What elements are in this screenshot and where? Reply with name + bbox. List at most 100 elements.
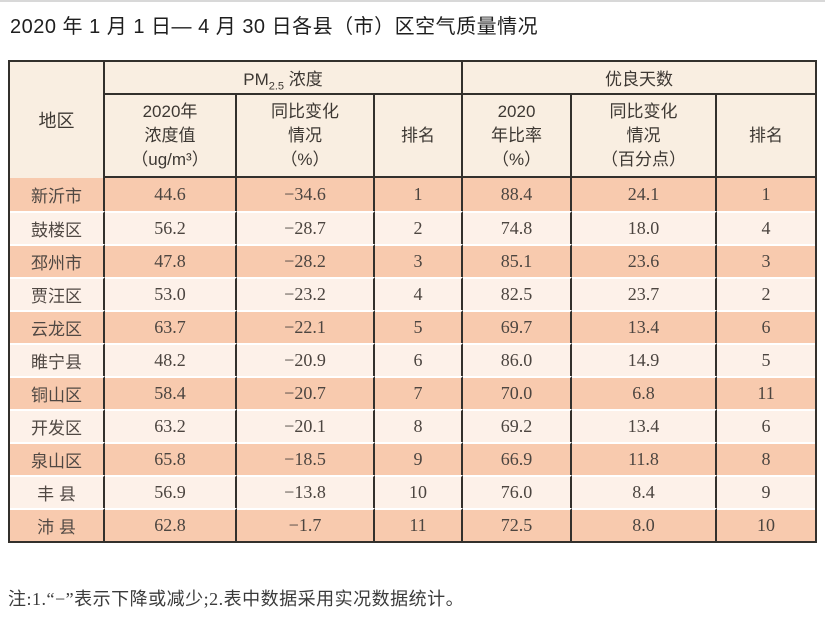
good-rank-cell: 6 [717, 409, 816, 442]
pm-rank-cell: 9 [375, 442, 464, 475]
good-rank-cell: 10 [717, 508, 816, 541]
header-pm-value: 2020年 浓度值 （ug/m³） [105, 95, 237, 178]
good-change-cell: 13.4 [572, 409, 718, 442]
footnote: 注:1.“−”表示下降或减少;2.表中数据采用实况数据统计。 [8, 589, 465, 609]
good-ratio-cell: 70.0 [463, 376, 573, 409]
table-row: 铜山区 58.4 −20.7 7 70.0 6.8 11 [10, 376, 816, 409]
header-good-change: 同比变化 情况 （百分点） [572, 95, 718, 178]
header-group-pm25: PM2.5 浓度 [105, 62, 464, 95]
region-cell: 铜山区 [10, 376, 105, 409]
table-row: 新沂市 44.6 −34.6 1 88.4 24.1 1 [10, 178, 816, 211]
pm-value-cell: 44.6 [105, 178, 237, 211]
good-rank-cell: 8 [717, 442, 816, 475]
pm-rank-cell: 7 [375, 376, 464, 409]
header-good-rank: 排名 [717, 95, 816, 178]
pm-change-cell: −18.5 [237, 442, 375, 475]
pm25-subscript: 2.5 [268, 80, 285, 93]
pm25-label-tail: 浓度 [284, 70, 323, 89]
header-group-good-days: 优良天数 [463, 62, 816, 95]
pm-change-cell: −20.9 [237, 343, 375, 376]
good-rank-cell: 5 [717, 343, 816, 376]
region-cell: 贾汪区 [10, 277, 105, 310]
pm-rank-cell: 3 [375, 244, 464, 277]
pm-change-cell: −34.6 [237, 178, 375, 211]
pm-rank-cell: 5 [375, 310, 464, 343]
good-change-cell: 8.0 [572, 508, 718, 541]
table-row: 鼓楼区 56.2 −28.7 2 74.8 18.0 4 [10, 211, 816, 244]
pm-value-cell: 48.2 [105, 343, 237, 376]
pm-value-cell: 53.0 [105, 277, 237, 310]
table-row: 开发区 63.2 −20.1 8 69.2 13.4 6 [10, 409, 816, 442]
table-header: 地区 PM2.5 浓度 优良天数 2020年 浓度值 （ug/m³） 同比变化 … [10, 62, 816, 178]
header-pm-rank: 排名 [375, 95, 464, 178]
header-pm-change: 同比变化 情况 （%） [237, 95, 375, 178]
pm25-label-main: PM [243, 70, 269, 89]
region-cell: 泉山区 [10, 442, 105, 475]
good-change-cell: 13.4 [572, 310, 718, 343]
good-rank-cell: 6 [717, 310, 816, 343]
region-cell: 邳州市 [10, 244, 105, 277]
region-cell: 睢宁县 [10, 343, 105, 376]
pm-change-cell: −1.7 [237, 508, 375, 541]
pm-value-cell: 47.8 [105, 244, 237, 277]
top-divider [0, 0, 825, 2]
pm-value-cell: 63.7 [105, 310, 237, 343]
table-body: 新沂市 44.6 −34.6 1 88.4 24.1 1 鼓楼区 56.2 −2… [10, 178, 816, 541]
good-ratio-cell: 88.4 [463, 178, 573, 211]
pm-value-cell: 63.2 [105, 409, 237, 442]
pm-rank-cell: 10 [375, 475, 464, 508]
good-change-cell: 18.0 [572, 211, 718, 244]
pm-rank-cell: 11 [375, 508, 464, 541]
good-ratio-cell: 69.2 [463, 409, 573, 442]
good-ratio-cell: 69.7 [463, 310, 573, 343]
region-cell: 开发区 [10, 409, 105, 442]
air-quality-table: 地区 PM2.5 浓度 优良天数 2020年 浓度值 （ug/m³） 同比变化 … [8, 60, 817, 543]
pm-change-cell: −22.1 [237, 310, 375, 343]
good-ratio-cell: 86.0 [463, 343, 573, 376]
good-change-cell: 23.7 [572, 277, 718, 310]
pm-rank-cell: 4 [375, 277, 464, 310]
region-cell: 鼓楼区 [10, 211, 105, 244]
pm-rank-cell: 2 [375, 211, 464, 244]
good-change-cell: 14.9 [572, 343, 718, 376]
table-row: 泉山区 65.8 −18.5 9 66.9 11.8 8 [10, 442, 816, 475]
good-change-cell: 6.8 [572, 376, 718, 409]
pm-change-cell: −28.7 [237, 211, 375, 244]
pm-rank-cell: 6 [375, 343, 464, 376]
page-title: 2020 年 1 月 1 日— 4 月 30 日各县（市）区空气质量情况 [10, 16, 539, 38]
pm-rank-cell: 1 [375, 178, 464, 211]
good-ratio-cell: 76.0 [463, 475, 573, 508]
pm-rank-cell: 8 [375, 409, 464, 442]
table-row: 睢宁县 48.2 −20.9 6 86.0 14.9 5 [10, 343, 816, 376]
good-change-cell: 8.4 [572, 475, 718, 508]
good-rank-cell: 1 [717, 178, 816, 211]
good-ratio-cell: 66.9 [463, 442, 573, 475]
good-rank-cell: 2 [717, 277, 816, 310]
pm-change-cell: −23.2 [237, 277, 375, 310]
pm-change-cell: −20.7 [237, 376, 375, 409]
pm-change-cell: −20.1 [237, 409, 375, 442]
header-good-ratio: 2020 年比率 （%） [463, 95, 573, 178]
good-ratio-cell: 72.5 [463, 508, 573, 541]
table-row: 丰 县 56.9 −13.8 10 76.0 8.4 9 [10, 475, 816, 508]
region-cell: 新沂市 [10, 178, 105, 211]
header-region: 地区 [10, 62, 105, 178]
good-ratio-cell: 85.1 [463, 244, 573, 277]
good-rank-cell: 4 [717, 211, 816, 244]
table-row: 邳州市 47.8 −28.2 3 85.1 23.6 3 [10, 244, 816, 277]
pm-change-cell: −13.8 [237, 475, 375, 508]
table-row: 贾汪区 53.0 −23.2 4 82.5 23.7 2 [10, 277, 816, 310]
good-rank-cell: 3 [717, 244, 816, 277]
good-rank-cell: 9 [717, 475, 816, 508]
pm-value-cell: 56.9 [105, 475, 237, 508]
pm-value-cell: 62.8 [105, 508, 237, 541]
table-row: 云龙区 63.7 −22.1 5 69.7 13.4 6 [10, 310, 816, 343]
pm-change-cell: −28.2 [237, 244, 375, 277]
pm-value-cell: 65.8 [105, 442, 237, 475]
good-change-cell: 24.1 [572, 178, 718, 211]
good-ratio-cell: 82.5 [463, 277, 573, 310]
region-cell: 云龙区 [10, 310, 105, 343]
region-cell: 丰 县 [10, 475, 105, 508]
good-ratio-cell: 74.8 [463, 211, 573, 244]
